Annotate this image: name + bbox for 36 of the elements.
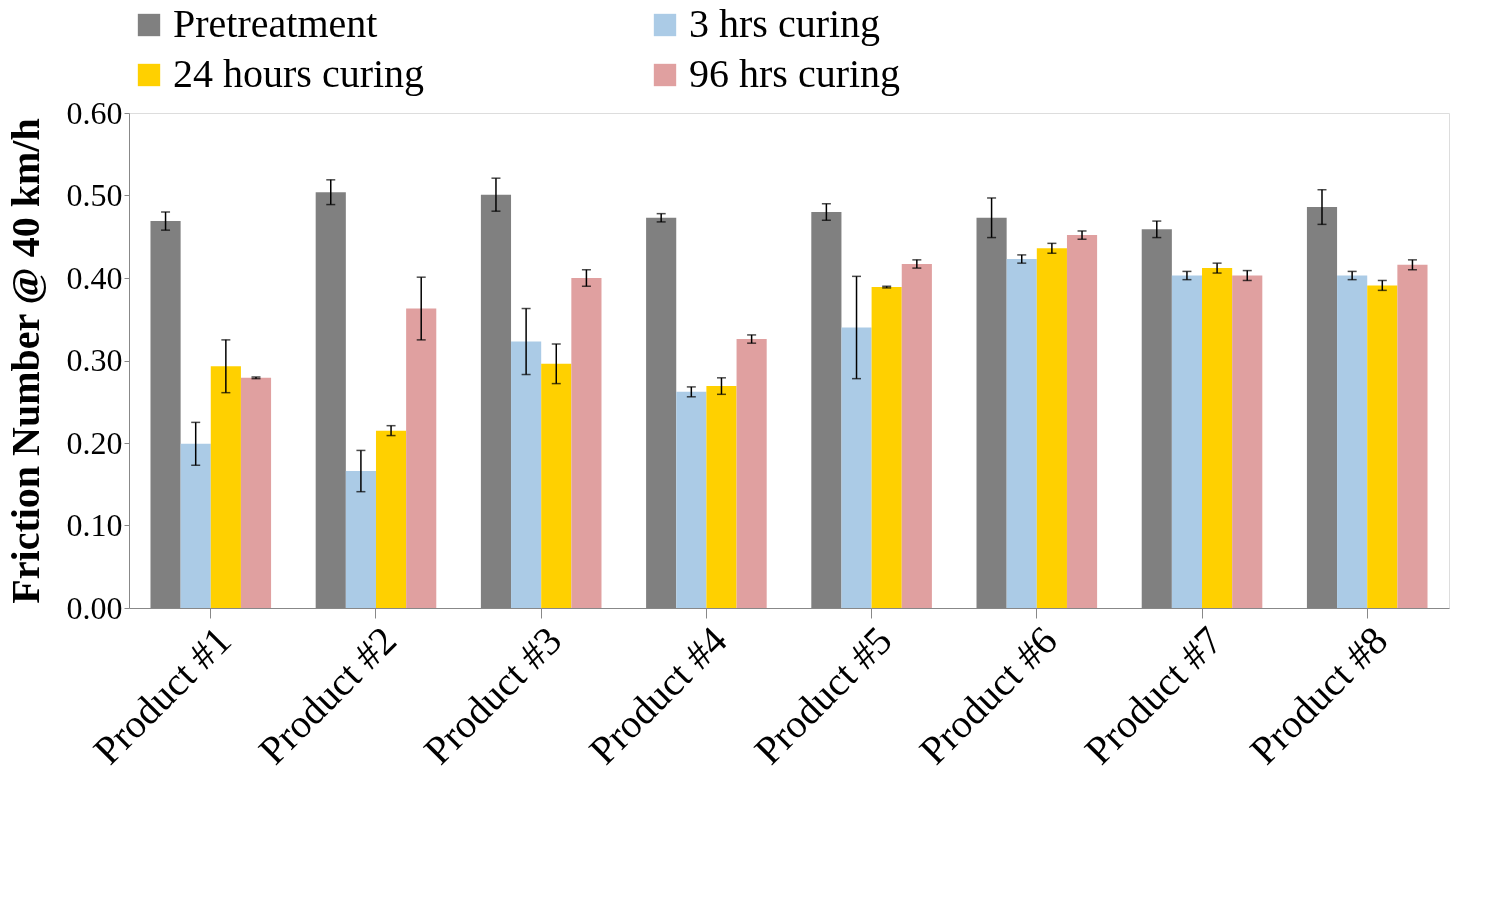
bar	[345, 471, 376, 608]
y-tick-label: 0.50	[66, 177, 123, 213]
bar	[240, 377, 272, 608]
legend-label: 96 hrs curing	[689, 51, 901, 96]
bar	[676, 391, 707, 608]
legend-label: 24 hours curing	[173, 51, 425, 96]
y-tick-label: 0.10	[66, 507, 123, 543]
legend-label: 3 hrs curing	[689, 1, 881, 46]
bar	[210, 366, 241, 608]
bar	[1232, 275, 1263, 608]
y-tick-label: 0.00	[66, 589, 123, 626]
y-tick-label: 0.20	[66, 424, 123, 461]
bar	[841, 327, 872, 608]
bar	[706, 386, 737, 608]
bar	[736, 339, 767, 608]
bar	[541, 363, 572, 608]
bar	[1202, 268, 1233, 608]
bar	[1337, 275, 1368, 608]
legend-label: Pretreatment	[173, 1, 378, 46]
y-tick-label: 0.40	[66, 259, 123, 296]
bar	[511, 341, 542, 608]
bar	[1367, 285, 1398, 608]
bar	[406, 308, 437, 608]
bar	[901, 263, 932, 608]
y-tick-label: 0.60	[66, 94, 123, 131]
bar	[1066, 235, 1098, 608]
y-axis-title: Friction Number @ 40 km/h	[2, 118, 48, 604]
bar	[871, 287, 902, 608]
bar	[1171, 275, 1203, 608]
bar	[571, 278, 602, 608]
bar	[375, 430, 407, 608]
bar	[1006, 259, 1037, 608]
y-tick-label: 0.30	[66, 342, 123, 378]
bar	[1397, 264, 1428, 608]
bar	[180, 443, 211, 608]
bar	[1036, 248, 1067, 608]
